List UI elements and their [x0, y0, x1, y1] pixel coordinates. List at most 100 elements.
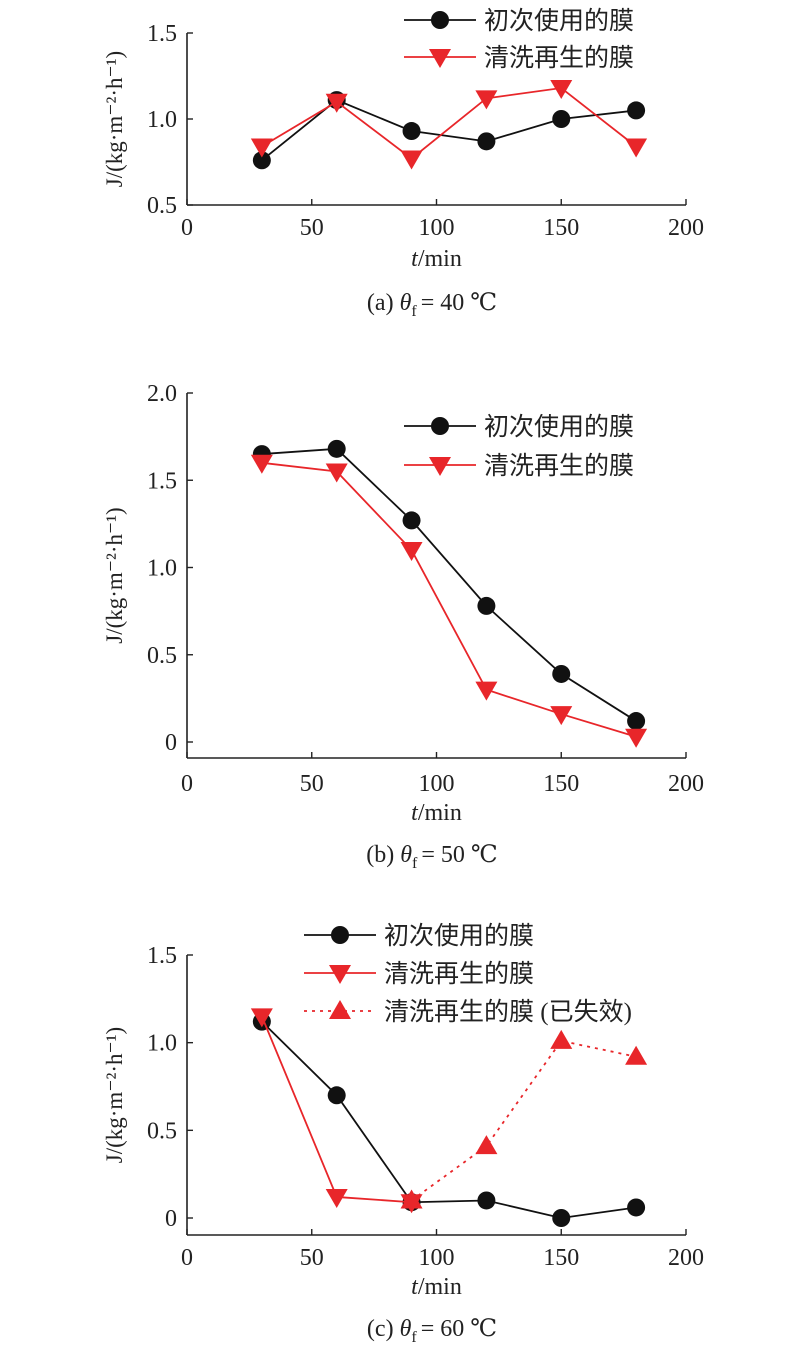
x-tick-label: 100 [419, 215, 455, 241]
x-tick-label: 50 [300, 1245, 324, 1271]
caption-prefix: (b) [366, 842, 400, 868]
x-tick-label: 0 [181, 215, 193, 241]
data-point [475, 1135, 498, 1155]
y-tick-label: 1.5 [147, 21, 177, 47]
data-point [250, 454, 273, 474]
series-line [261, 447, 637, 722]
data-point [627, 101, 646, 120]
panel-caption: (b) θf = 50 ℃ [366, 842, 498, 872]
data-point [475, 90, 498, 110]
panel-caption: (c) θf = 60 ℃ [367, 1316, 497, 1346]
data-point [627, 712, 646, 731]
legend-marker [431, 417, 449, 435]
caption-theta: θ [400, 842, 412, 868]
legend-marker [429, 49, 451, 68]
data-point [477, 132, 496, 151]
series-line [261, 87, 637, 160]
x-tick-label: 50 [300, 215, 324, 241]
x-axis-var: t [411, 1274, 419, 1300]
legend-label: 清洗再生的膜 [484, 44, 634, 72]
x-axis-title: t/min [411, 246, 462, 272]
y-tick-label: 0 [165, 1206, 177, 1232]
y-tick-label: 0 [165, 730, 177, 756]
chart-panel-2: 0 50 100 150 200 0 0.5 1.0 1.5 J/(kg·m⁻²·h⁻¹) t/mi… [102, 922, 704, 1346]
y-tick-label: 1.5 [147, 468, 177, 494]
legend-label: 清洗再生的膜 [484, 452, 634, 480]
data-point [625, 728, 648, 748]
data-point [250, 1008, 273, 1028]
caption-theta-subscript: f [411, 1329, 417, 1346]
x-tick-label: 200 [668, 1245, 704, 1271]
legend-label: 清洗再生的膜 [384, 960, 534, 988]
legend-marker [329, 965, 351, 984]
data-point [625, 138, 648, 158]
legend-marker [331, 926, 349, 944]
y-tick-label: 0.5 [147, 643, 177, 669]
data-point [400, 150, 423, 170]
x-axis-unit: /min [418, 800, 462, 826]
y-tick-label: 2.0 [147, 381, 177, 407]
data-point [475, 681, 498, 701]
y-tick-label: 1.0 [147, 556, 177, 582]
x-tick-label: 150 [543, 771, 579, 797]
data-point [325, 93, 348, 113]
legend-marker [429, 457, 451, 476]
x-axis-var: t [411, 800, 419, 826]
data-point [400, 542, 423, 562]
y-axis-title: J/(kg·m⁻²·h⁻¹) [102, 507, 127, 643]
caption-theta-subscript: f [412, 855, 418, 872]
caption-prefix: (c) [367, 1316, 400, 1342]
chart-panel-1: 0 50 100 150 200 0 0.5 1.0 1.5 2.0 J/(kg·m⁻²·h⁻¹) t… [102, 381, 704, 872]
y-axis-title: J/(kg·m⁻²·h⁻¹) [102, 1027, 127, 1163]
data-point [402, 511, 421, 530]
x-tick-label: 0 [181, 1245, 193, 1271]
data-point [250, 138, 273, 158]
y-axis-title: J/(kg·m⁻²·h⁻¹) [102, 51, 127, 187]
data-point [477, 596, 496, 615]
caption-theta: θ [400, 290, 412, 316]
y-tick-label: 0.5 [147, 193, 177, 219]
data-point [550, 80, 573, 100]
caption-value: = 40 ℃ [421, 290, 497, 316]
data-point [625, 1045, 648, 1065]
series-line [261, 99, 637, 161]
caption-prefix: (a) [367, 290, 400, 316]
x-tick-label: 50 [300, 771, 324, 797]
data-point [477, 1191, 496, 1210]
x-tick-label: 100 [419, 1245, 455, 1271]
y-tick-label: 0.5 [147, 1118, 177, 1144]
legend-label: 初次使用的膜 [484, 7, 634, 35]
legend-label: 清洗再生的膜 (已失效) [384, 998, 632, 1026]
caption-theta-subscript: f [411, 303, 417, 320]
data-point [550, 706, 573, 726]
data-point [327, 1086, 346, 1105]
x-tick-label: 100 [419, 771, 455, 797]
x-tick-label: 200 [668, 771, 704, 797]
series-line [411, 1039, 637, 1202]
series-line [261, 461, 637, 738]
x-tick-label: 150 [543, 1245, 579, 1271]
data-point [402, 122, 421, 141]
data-point [550, 1029, 573, 1049]
caption-value: = 60 ℃ [421, 1316, 497, 1342]
data-point [400, 1189, 423, 1209]
data-point [325, 463, 348, 483]
caption-value: = 50 ℃ [421, 842, 497, 868]
y-tick-label: 1.5 [147, 943, 177, 969]
data-point [252, 151, 271, 170]
x-axis-title: t/min [411, 1274, 462, 1300]
x-axis-title: t/min [411, 800, 462, 826]
caption-theta: θ [400, 1316, 412, 1342]
data-point [327, 439, 346, 458]
series-line [261, 1020, 637, 1219]
chart-panel-0: 0 50 100 150 200 0.5 1.0 1.5 J/(kg·m⁻²·h⁻¹) t/min… [102, 7, 704, 320]
legend-label: 初次使用的膜 [484, 413, 634, 441]
data-point [552, 1209, 571, 1227]
x-tick-label: 200 [668, 215, 704, 241]
x-axis-unit: /min [418, 1274, 462, 1300]
panel-caption: (a) θf = 40 ℃ [367, 290, 497, 320]
data-point [325, 1188, 348, 1208]
x-axis-var: t [411, 246, 419, 272]
data-point [627, 1198, 646, 1217]
